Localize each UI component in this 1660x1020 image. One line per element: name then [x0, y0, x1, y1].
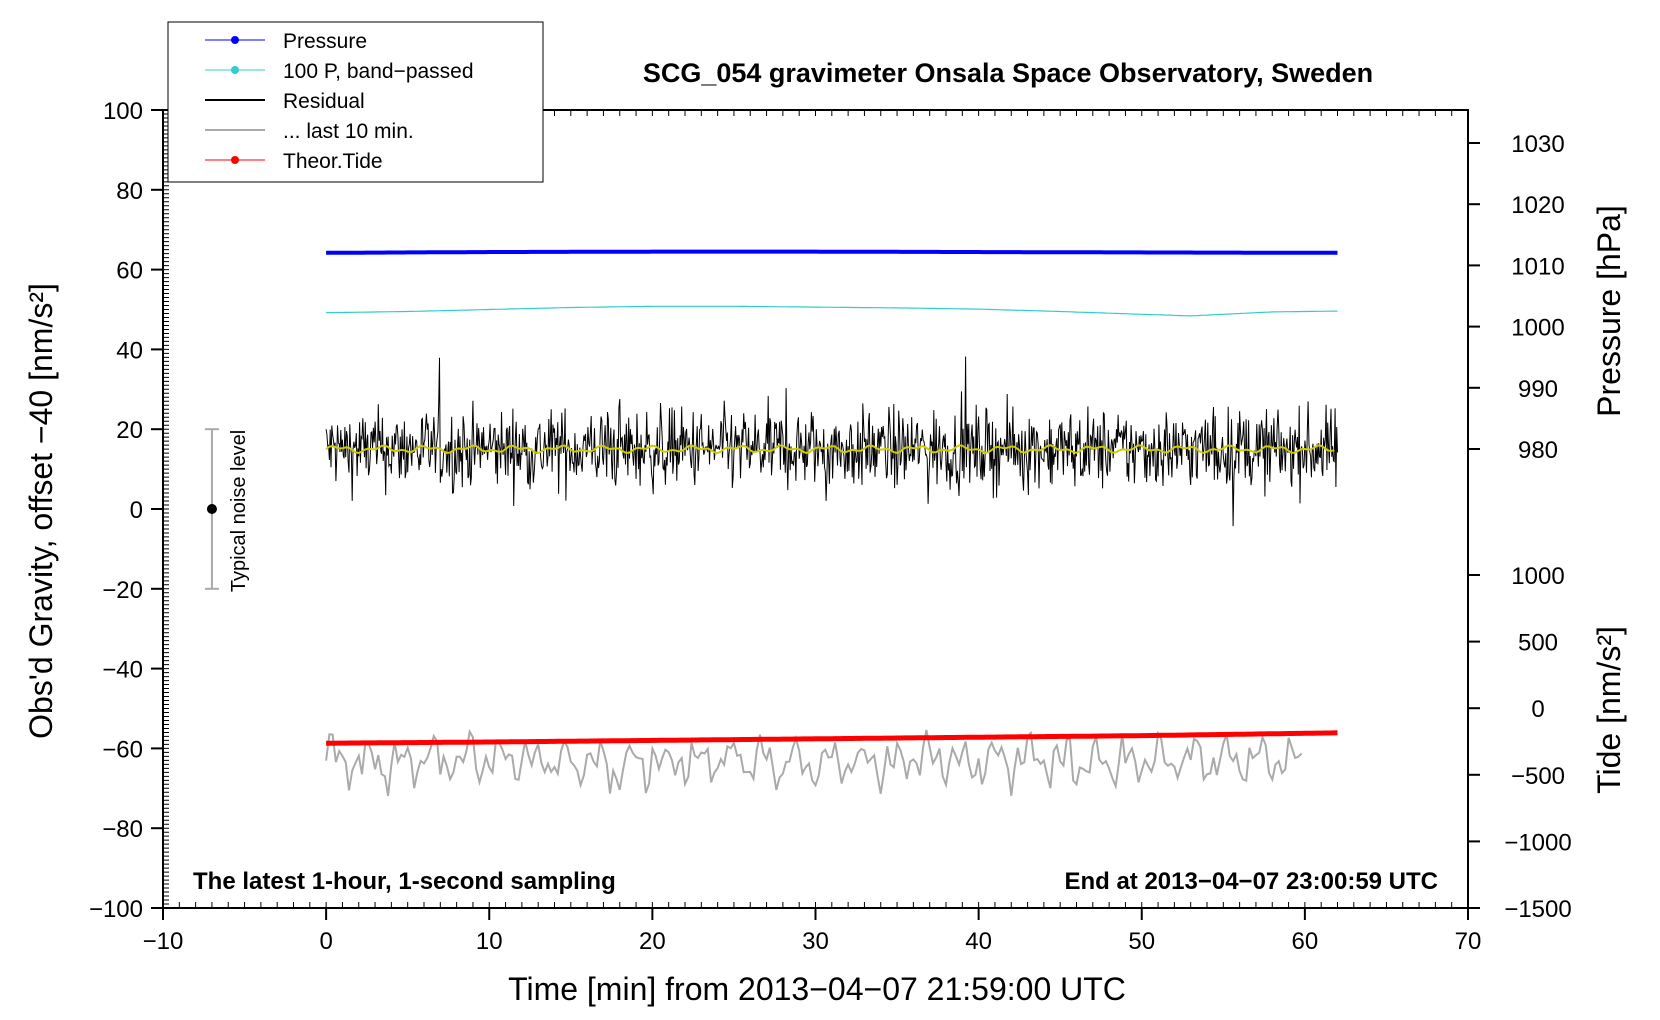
y-tick-label: −100: [89, 896, 143, 923]
legend-swatch-dot: [231, 36, 239, 44]
y-axis-label-pressure: Pressure [hPa]: [1591, 205, 1627, 417]
tide-tick-label: 500: [1518, 630, 1558, 657]
end-time-note: End at 2013−04−07 23:00:59 UTC: [1064, 868, 1438, 895]
sampling-note: The latest 1-hour, 1-second sampling: [193, 868, 616, 895]
legend-label: Residual: [283, 90, 365, 113]
x-tick-label: 50: [1128, 928, 1155, 955]
y-tick-label: 100: [103, 98, 143, 125]
minor-ticks: [162, 109, 1469, 909]
pressure-tick-label: 1010: [1511, 253, 1564, 280]
series-band-passed: [326, 305, 1338, 317]
x-tick-label: 0: [319, 928, 332, 955]
x-tick-label: 70: [1455, 928, 1482, 955]
legend-swatch-dot: [231, 156, 239, 164]
y-tick-label: 20: [116, 417, 143, 444]
tide-tick-label: −500: [1511, 763, 1565, 790]
series-residual-smoothed: [325, 444, 1335, 455]
pressure-tick-label: 980: [1518, 437, 1558, 464]
tide-tick-label: 0: [1531, 696, 1544, 723]
x-tick-label: 60: [1292, 928, 1319, 955]
y-axis-label-tide: Tide [nm/s²]: [1591, 626, 1627, 794]
series-pressure: [326, 249, 1338, 255]
y-tick-label: 60: [116, 258, 143, 285]
legend-swatch-dot: [231, 66, 239, 74]
pressure-tick-label: 1000: [1511, 315, 1564, 342]
tide-tick-label: 1000: [1511, 563, 1564, 590]
legend: Pressure 100 P, band−passed Residual ... la…: [167, 21, 544, 183]
series-theor-tide: [326, 730, 1338, 746]
legend-label: Pressure: [283, 30, 367, 53]
legend-label: Theor.Tide: [283, 150, 383, 173]
legend-label: 100 P, band−passed: [283, 60, 474, 83]
chart-title: SCG_054 gravimeter Onsala Space Observat…: [643, 58, 1373, 88]
pressure-tick-label: 990: [1518, 376, 1558, 403]
x-axis-label: Time [min] from 2013−04−07 21:59:00 UTC: [508, 971, 1126, 1007]
noise-bar-center: [206, 504, 217, 514]
plot-frame: [162, 109, 1469, 909]
legend-box: [167, 21, 544, 183]
noise-level-label: Typical noise level: [228, 430, 250, 592]
legend-label: ... last 10 min.: [283, 120, 414, 143]
y-tick-label: −40: [102, 657, 143, 684]
y-tick-label: −20: [102, 577, 143, 604]
y-tick-label: −60: [102, 736, 143, 763]
pressure-tick-label: 1020: [1511, 192, 1564, 219]
tide-tick-label: −1000: [1504, 829, 1571, 856]
x-tick-label: 40: [965, 928, 992, 955]
tide-tick-label: −1500: [1504, 896, 1571, 923]
y-tick-label: 80: [116, 178, 143, 205]
x-tick-label: 30: [802, 928, 829, 955]
series-residual: [325, 356, 1338, 527]
x-tick-label: −10: [143, 928, 184, 955]
series-last-10-min: [325, 728, 1303, 796]
y-tick-label: 40: [116, 337, 143, 364]
y-axis-label-left: Obs'd Gravity, offset −40 [nm/s²]: [23, 283, 59, 739]
y-tick-label: 0: [130, 497, 143, 524]
x-tick-label: 20: [639, 928, 666, 955]
x-tick-label: 10: [476, 928, 503, 955]
pressure-tick-label: 1030: [1511, 131, 1564, 158]
y-tick-label: −80: [102, 816, 143, 843]
